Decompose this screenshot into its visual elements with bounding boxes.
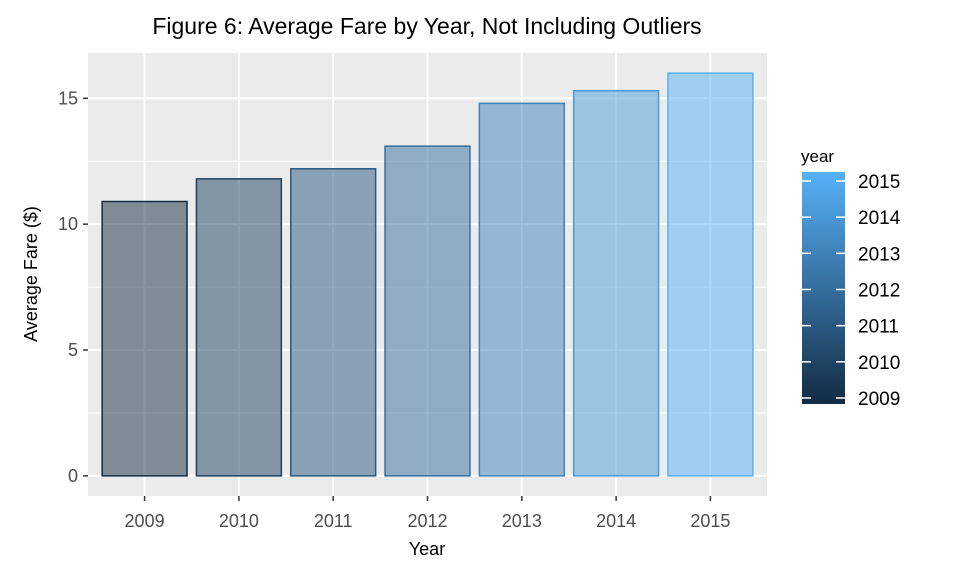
- legend-label: 2011: [858, 317, 899, 338]
- x-tick-label: 2012: [407, 511, 447, 531]
- legend-label: 2012: [858, 281, 900, 302]
- y-tick-label: 15: [58, 88, 78, 108]
- bar-2009: [101, 200, 188, 477]
- x-tick-label: 2010: [219, 511, 259, 531]
- bar-2014: [572, 90, 660, 477]
- bar-2012: [384, 145, 471, 477]
- bars: [101, 72, 754, 477]
- x-tick-label: 2011: [314, 511, 353, 531]
- y-tick-label: 10: [58, 214, 78, 234]
- legend: year 2015 2014 2013 2012 2011 2010 2009: [801, 147, 901, 410]
- x-tick-label: 2015: [690, 511, 730, 531]
- bar-2011: [290, 168, 377, 477]
- x-tick-label: 2013: [502, 511, 542, 531]
- x-tick-label: 2009: [125, 511, 165, 531]
- y-tick-label: 0: [68, 466, 78, 486]
- x-axis-title: Year: [409, 539, 445, 559]
- legend-label: 2013: [858, 244, 900, 265]
- bar-2013: [478, 102, 565, 477]
- y-axis-ticks: 0 5 10 15: [58, 88, 88, 486]
- x-tick-label: 2014: [596, 511, 636, 531]
- legend-ticks: 2015 2014 2013 2012 2011 2010 2009: [802, 172, 901, 410]
- bar-2010: [195, 178, 283, 477]
- legend-label: 2014: [858, 208, 901, 229]
- legend-colorbar: [802, 172, 845, 404]
- x-axis-ticks: 2009 2010 2011 2012 2013 2014 2015: [125, 496, 730, 531]
- legend-label: 2010: [858, 353, 900, 374]
- bar-2015: [667, 72, 754, 477]
- y-tick-label: 5: [68, 340, 78, 360]
- legend-label: 2009: [858, 389, 900, 410]
- legend-title: year: [801, 147, 834, 166]
- chart-title: Figure 6: Average Fare by Year, Not Incl…: [152, 13, 701, 39]
- y-axis-title: Average Fare ($): [21, 206, 41, 342]
- legend-label: 2015: [858, 172, 900, 193]
